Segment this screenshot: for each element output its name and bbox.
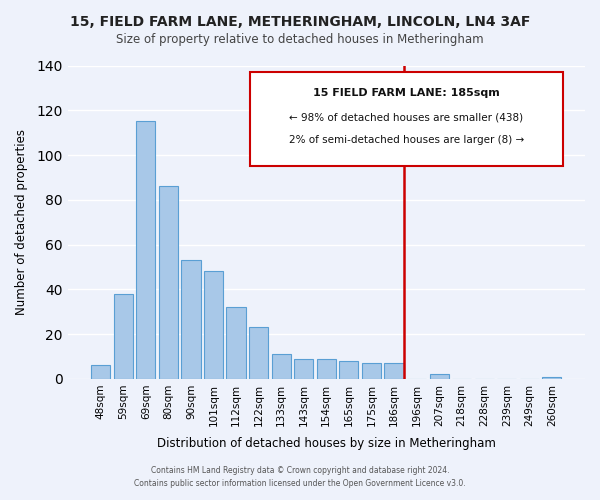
Bar	[430, 374, 449, 379]
Text: 2% of semi-detached houses are larger (8) →: 2% of semi-detached houses are larger (8…	[289, 135, 524, 145]
Text: 15 FIELD FARM LANE: 185sqm: 15 FIELD FARM LANE: 185sqm	[313, 88, 500, 98]
Bar	[136, 122, 155, 379]
FancyBboxPatch shape	[250, 72, 563, 166]
Bar	[159, 186, 178, 379]
Y-axis label: Number of detached properties: Number of detached properties	[15, 129, 28, 315]
X-axis label: Distribution of detached houses by size in Metheringham: Distribution of detached houses by size …	[157, 437, 496, 450]
Bar	[317, 359, 336, 379]
Bar	[272, 354, 291, 379]
Bar	[226, 308, 245, 379]
Bar	[181, 260, 200, 379]
Text: Contains HM Land Registry data © Crown copyright and database right 2024.
Contai: Contains HM Land Registry data © Crown c…	[134, 466, 466, 487]
Bar	[204, 272, 223, 379]
Bar	[339, 361, 358, 379]
Text: ← 98% of detached houses are smaller (438): ← 98% of detached houses are smaller (43…	[289, 112, 523, 122]
Bar	[249, 328, 268, 379]
Text: 15, FIELD FARM LANE, METHERINGHAM, LINCOLN, LN4 3AF: 15, FIELD FARM LANE, METHERINGHAM, LINCO…	[70, 15, 530, 29]
Bar	[362, 363, 381, 379]
Text: Size of property relative to detached houses in Metheringham: Size of property relative to detached ho…	[116, 32, 484, 46]
Bar	[294, 359, 313, 379]
Bar	[113, 294, 133, 379]
Bar	[385, 363, 404, 379]
Bar	[542, 376, 562, 379]
Bar	[91, 366, 110, 379]
